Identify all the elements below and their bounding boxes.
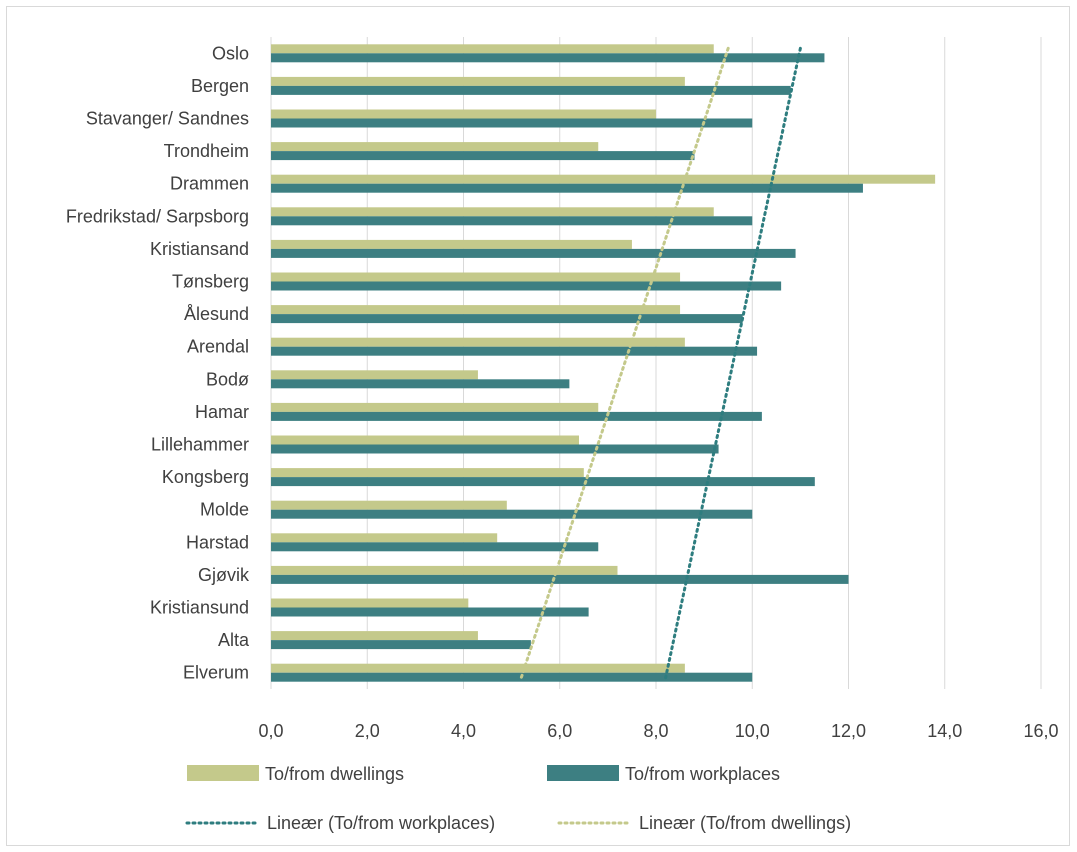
legend-swatch-0 <box>187 765 259 781</box>
bar-workplaces-10 <box>271 379 570 389</box>
bar-dwellings-7 <box>271 272 681 282</box>
category-label-8: Ålesund <box>184 304 249 324</box>
bar-workplaces-18 <box>271 640 531 650</box>
x-tick-label-0: 0,0 <box>258 721 283 741</box>
category-label-5: Fredrikstad/ Sarpsborg <box>66 206 249 226</box>
legend-label-1: To/from workplaces <box>625 764 780 784</box>
category-label-17: Kristiansund <box>150 598 249 618</box>
bar-dwellings-0 <box>271 44 714 54</box>
x-tick-label-1: 2,0 <box>355 721 380 741</box>
category-label-1: Bergen <box>191 76 249 96</box>
trendline-1 <box>519 46 730 680</box>
bar-dwellings-1 <box>271 76 685 86</box>
category-label-9: Arendal <box>187 337 249 357</box>
x-tick-label-7: 14,0 <box>927 721 962 741</box>
bar-dwellings-12 <box>271 435 579 445</box>
x-tick-label-4: 8,0 <box>643 721 668 741</box>
legend-label-3: Lineær (To/from dwellings) <box>639 813 851 833</box>
bar-dwellings-3 <box>271 142 599 152</box>
bar-dwellings-14 <box>271 500 507 510</box>
bar-workplaces-1 <box>271 85 791 95</box>
trendlines <box>519 46 802 680</box>
legend-label-0: To/from dwellings <box>265 764 404 784</box>
category-label-10: Bodø <box>206 369 249 389</box>
bar-workplaces-6 <box>271 248 796 258</box>
category-label-6: Kristiansand <box>150 239 249 259</box>
category-label-16: Gjøvik <box>198 565 250 585</box>
category-label-11: Hamar <box>195 402 249 422</box>
category-label-19: Elverum <box>183 663 249 683</box>
bar-workplaces-9 <box>271 346 758 356</box>
x-tick-label-8: 16,0 <box>1023 721 1058 741</box>
bar-workplaces-2 <box>271 118 753 128</box>
category-label-18: Alta <box>218 630 250 650</box>
bar-workplaces-12 <box>271 444 719 454</box>
x-tick-label-6: 12,0 <box>831 721 866 741</box>
category-label-15: Harstad <box>186 532 249 552</box>
bar-workplaces-11 <box>271 411 762 421</box>
bar-workplaces-3 <box>271 151 695 161</box>
bar-workplaces-17 <box>271 607 589 617</box>
bar-dwellings-13 <box>271 468 584 478</box>
category-label-3: Trondheim <box>164 141 249 161</box>
category-label-0: Oslo <box>212 43 249 63</box>
x-axis-labels: 0,0 2,0 4,0 6,0 8,0 10,0 12,0 14,0 16,0 <box>258 721 1058 741</box>
category-label-13: Kongsberg <box>162 467 249 487</box>
bar-workplaces-16 <box>271 574 849 584</box>
bar-workplaces-5 <box>271 216 753 226</box>
bar-workplaces-7 <box>271 281 782 291</box>
bar-workplaces-8 <box>271 314 743 324</box>
bar-chart: Oslo Bergen Stavanger/ Sandnes Trondheim Dra… <box>66 37 1059 833</box>
legend: To/from dwellings To/from workplaces Lineæ… <box>185 764 851 833</box>
x-tick-label-5: 10,0 <box>735 721 770 741</box>
bar-dwellings-10 <box>271 370 478 380</box>
bar-dwellings-17 <box>271 598 469 608</box>
bar-workplaces-14 <box>271 509 753 519</box>
bar-dwellings-9 <box>271 337 685 347</box>
bar-dwellings-5 <box>271 207 714 217</box>
x-tick-label-2: 4,0 <box>451 721 476 741</box>
bar-dwellings-11 <box>271 402 599 412</box>
bar-dwellings-8 <box>271 305 681 315</box>
category-label-4: Drammen <box>170 174 249 194</box>
bar-workplaces-13 <box>271 477 815 487</box>
category-label-12: Lillehammer <box>151 435 249 455</box>
bar-dwellings-6 <box>271 239 632 249</box>
bar-dwellings-19 <box>271 663 685 673</box>
legend-swatch-1 <box>547 765 619 781</box>
x-tick-label-3: 6,0 <box>547 721 572 741</box>
bar-dwellings-2 <box>271 109 656 119</box>
y-axis-labels: Oslo Bergen Stavanger/ Sandnes Trondheim Dra… <box>66 43 250 682</box>
legend-label-2: Lineær (To/from workplaces) <box>267 813 495 833</box>
bars <box>271 44 936 682</box>
category-label-14: Molde <box>200 500 249 520</box>
bar-dwellings-15 <box>271 533 498 543</box>
gridlines <box>270 37 1042 689</box>
bar-workplaces-4 <box>271 183 863 193</box>
chart-frame: Oslo Bergen Stavanger/ Sandnes Trondheim Dra… <box>6 6 1070 846</box>
bar-dwellings-4 <box>271 174 936 184</box>
bar-workplaces-15 <box>271 542 599 552</box>
bar-workplaces-19 <box>271 672 753 682</box>
category-label-7: Tønsberg <box>172 272 249 292</box>
category-label-2: Stavanger/ Sandnes <box>86 109 249 129</box>
bar-workplaces-0 <box>271 53 825 63</box>
bar-dwellings-16 <box>271 565 618 575</box>
bar-dwellings-18 <box>271 631 478 641</box>
trendline-0 <box>664 46 802 680</box>
